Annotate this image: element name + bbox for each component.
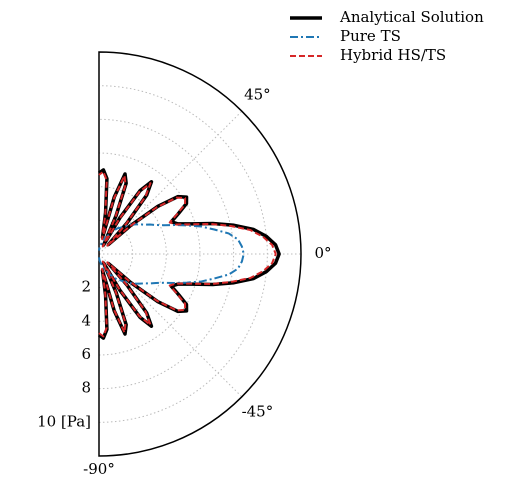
r-tick-label: 4 bbox=[81, 311, 91, 329]
r-grid-line bbox=[98, 186, 167, 322]
r-grid-line bbox=[98, 219, 134, 289]
r-grid-line bbox=[98, 118, 235, 390]
polar-frame bbox=[98, 51, 302, 457]
r-tick-label: 8 bbox=[81, 379, 91, 397]
theta-tick-label: 45° bbox=[244, 86, 271, 104]
legend-label: Analytical Solution bbox=[339, 8, 484, 26]
r-tick-label: 2 bbox=[81, 278, 91, 296]
r-tick-label: 6 bbox=[81, 345, 91, 363]
theta-grid-line bbox=[98, 253, 243, 398]
series-line bbox=[98, 170, 277, 338]
r-grid-line bbox=[98, 152, 201, 356]
theta-grid-line bbox=[98, 110, 243, 255]
theta-tick-label: 0° bbox=[314, 244, 331, 262]
theta-tick-label: -45° bbox=[242, 402, 274, 420]
r-tick-label: 10 [Pa] bbox=[37, 412, 91, 430]
theta-tick-label: -90° bbox=[83, 460, 115, 478]
legend-label: Pure TS bbox=[340, 27, 401, 45]
legend-label: Hybrid HS/TS bbox=[340, 46, 446, 64]
